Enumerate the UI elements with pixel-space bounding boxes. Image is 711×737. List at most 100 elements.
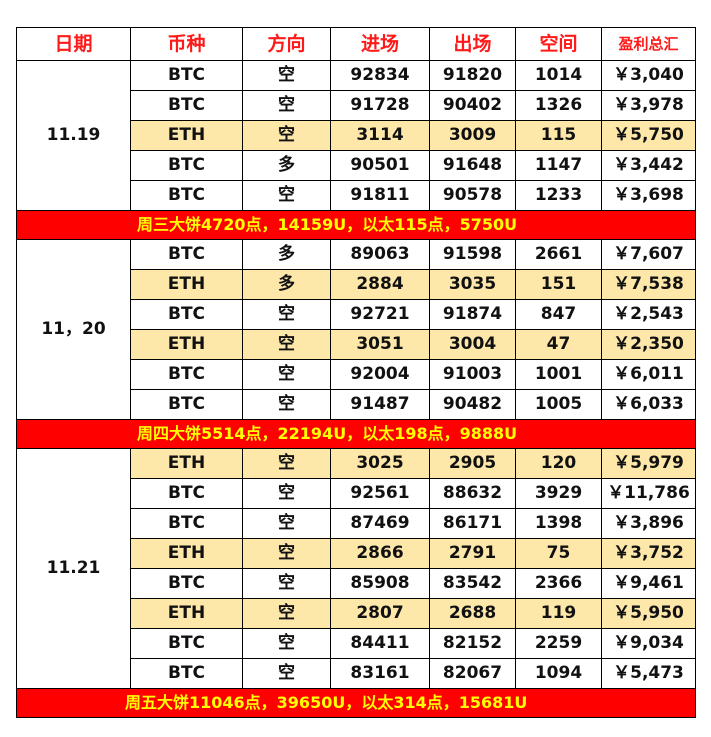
- cell-profit: ￥2,350: [601, 329, 696, 360]
- cell-direction: 空: [242, 508, 331, 539]
- table-row: 11，20 BTC 多 89063 91598 2661 ￥7,607: [16, 239, 696, 420]
- header-coin: 币种: [130, 27, 243, 61]
- table-row: BTC 多 90501 91648 1147 ￥3,442: [17, 150, 696, 181]
- cell-entry: 90501: [330, 150, 430, 181]
- cell-exit: 2688: [429, 598, 516, 629]
- cell-profit: ￥6,011: [601, 359, 696, 390]
- cell-exit: 90482: [429, 389, 516, 420]
- cell-space: 120: [515, 448, 602, 479]
- cell-coin: BTC: [130, 299, 243, 330]
- cell-profit: ￥9,461: [601, 568, 696, 599]
- cell-coin: BTC: [130, 389, 243, 420]
- cell-exit: 83542: [429, 568, 516, 599]
- cell-direction: 空: [242, 359, 331, 390]
- cell-direction: 空: [242, 180, 331, 211]
- table-body: 11.19 BTC 空 92834 91820 1014 ￥3,040 BTC 空 91728 90…: [16, 60, 696, 718]
- cell-profit: ￥5,950: [601, 598, 696, 629]
- cell-entry: 92004: [330, 359, 430, 390]
- cell-exit: 91820: [429, 60, 516, 91]
- cell-direction: 空: [242, 598, 331, 629]
- cell-space: 1094: [515, 658, 602, 689]
- cell-profit: ￥5,750: [601, 120, 696, 151]
- table-row: BTC 空 92004 91003 1001 ￥6,011: [17, 359, 696, 390]
- cell-direction: 多: [242, 269, 331, 300]
- cell-profit: ￥11,786: [601, 478, 696, 509]
- cell-space: 2259: [515, 628, 602, 659]
- table-row: ETH 空 3114 3009 115 ￥5,750: [17, 120, 696, 151]
- header-entry: 进场: [330, 27, 430, 61]
- cell-exit: 88632: [429, 478, 516, 509]
- cell-space: 2661: [515, 239, 602, 270]
- cell-direction: 空: [242, 568, 331, 599]
- cell-exit: 2791: [429, 538, 516, 569]
- summary-text: 周四大饼5514点，22194U，以太198点，9888U: [16, 419, 696, 449]
- cell-direction: 空: [242, 658, 331, 689]
- table-row: BTC 空 83161 82067 1094 ￥5,473: [17, 658, 696, 689]
- cell-coin: ETH: [130, 538, 243, 569]
- header-exit: 出场: [429, 27, 516, 61]
- table-row: ETH 空 3051 3004 47 ￥2,350: [17, 329, 696, 360]
- cell-exit: 2905: [429, 448, 516, 479]
- cell-profit: ￥7,607: [601, 239, 696, 270]
- summary-row: 周五大饼11046点，39650U，以太314点，15681U: [16, 688, 696, 718]
- cell-coin: BTC: [130, 628, 243, 659]
- table-row: 11.21 ETH 空 3025 2905 120 ￥5,979: [16, 448, 696, 689]
- cell-coin: ETH: [130, 269, 243, 300]
- cell-exit: 90578: [429, 180, 516, 211]
- cell-space: 1014: [515, 60, 602, 91]
- cell-coin: BTC: [130, 508, 243, 539]
- cell-profit: ￥5,473: [601, 658, 696, 689]
- cell-space: 1326: [515, 90, 602, 121]
- cell-direction: 空: [242, 329, 331, 360]
- cell-coin: ETH: [130, 329, 243, 360]
- cell-exit: 82067: [429, 658, 516, 689]
- cell-entry: 91811: [330, 180, 430, 211]
- cell-direction: 空: [242, 389, 331, 420]
- table-row: BTC 空 91728 90402 1326 ￥3,978: [17, 90, 696, 121]
- cell-profit: ￥3,442: [601, 150, 696, 181]
- cell-direction: 空: [242, 448, 331, 479]
- cell-profit: ￥3,040: [601, 60, 696, 91]
- cell-space: 2366: [515, 568, 602, 599]
- cell-direction: 多: [242, 150, 331, 181]
- cell-space: 1398: [515, 508, 602, 539]
- header-profit: 盈利总汇: [601, 27, 696, 61]
- cell-entry: 91728: [330, 90, 430, 121]
- cell-date: 11.19: [16, 60, 131, 211]
- cell-exit: 3035: [429, 269, 516, 300]
- cell-entry: 3051: [330, 329, 430, 360]
- cell-profit: ￥6,033: [601, 389, 696, 420]
- cell-space: 3929: [515, 478, 602, 509]
- cell-entry: 91487: [330, 389, 430, 420]
- cell-space: 115: [515, 120, 602, 151]
- cell-space: 75: [515, 538, 602, 569]
- cell-coin: BTC: [130, 359, 243, 390]
- cell-entry: 89063: [330, 239, 430, 270]
- table-row: 11.19 BTC 空 92834 91820 1014 ￥3,040: [16, 60, 696, 211]
- summary-row: 周四大饼5514点，22194U，以太198点，9888U: [16, 419, 696, 449]
- cell-direction: 空: [242, 538, 331, 569]
- cell-exit: 91003: [429, 359, 516, 390]
- cell-coin: BTC: [130, 658, 243, 689]
- cell-space: 47: [515, 329, 602, 360]
- cell-direction: 空: [242, 628, 331, 659]
- cell-coin: ETH: [130, 598, 243, 629]
- cell-direction: 空: [242, 60, 331, 91]
- table-row: ETH 空 2866 2791 75 ￥3,752: [17, 538, 696, 569]
- cell-direction: 空: [242, 90, 331, 121]
- cell-profit: ￥3,896: [601, 508, 696, 539]
- cell-entry: 3114: [330, 120, 430, 151]
- cell-exit: 91648: [429, 150, 516, 181]
- cell-exit: 86171: [429, 508, 516, 539]
- cell-exit: 3009: [429, 120, 516, 151]
- cell-exit: 91874: [429, 299, 516, 330]
- cell-space: 1005: [515, 389, 602, 420]
- table-row: BTC 空 92561 88632 3929 ￥11,786: [17, 478, 696, 509]
- header-space: 空间: [515, 27, 602, 61]
- header-row: 日期 币种 方向 进场 出场 空间 盈利总汇: [16, 27, 696, 61]
- cell-entry: 92834: [330, 60, 430, 91]
- cell-direction: 空: [242, 120, 331, 151]
- cell-profit: ￥3,752: [601, 538, 696, 569]
- cell-coin: BTC: [130, 478, 243, 509]
- cell-exit: 90402: [429, 90, 516, 121]
